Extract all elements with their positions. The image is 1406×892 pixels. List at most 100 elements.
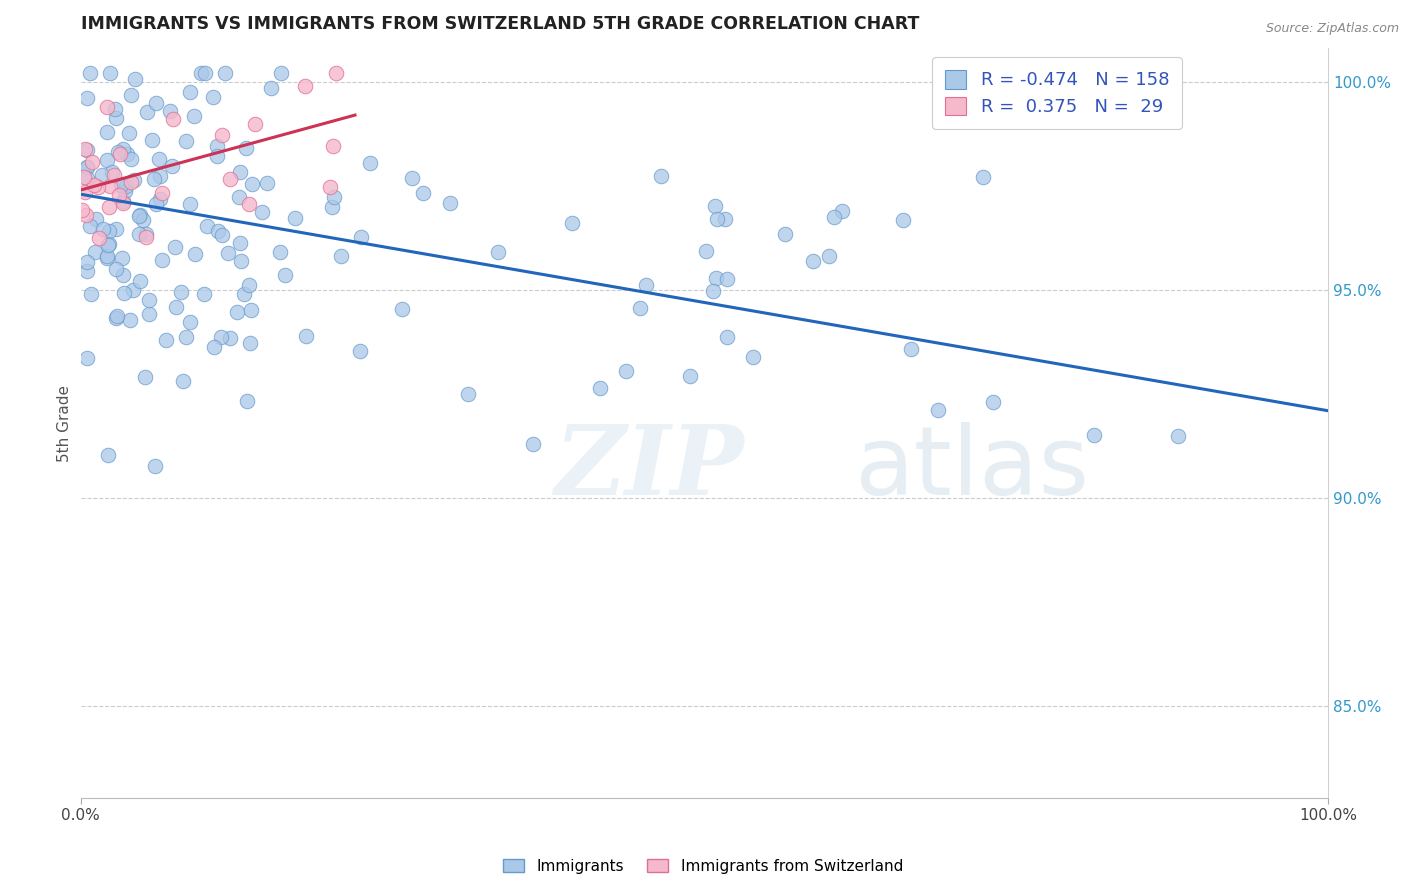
Point bbox=[79, 219, 101, 233]
Point bbox=[294, 79, 316, 94]
Point bbox=[211, 128, 233, 143]
Point bbox=[243, 117, 266, 131]
Point bbox=[927, 403, 949, 417]
Point bbox=[235, 394, 257, 409]
Point bbox=[636, 278, 658, 293]
Point bbox=[83, 178, 105, 193]
Point bbox=[134, 370, 156, 384]
Point bbox=[80, 286, 103, 301]
Point bbox=[238, 197, 260, 211]
Point bbox=[229, 165, 252, 179]
Point bbox=[96, 153, 118, 168]
Point bbox=[159, 104, 181, 119]
Point bbox=[112, 194, 135, 209]
Point bbox=[184, 246, 207, 260]
Point bbox=[704, 270, 727, 285]
Point bbox=[112, 285, 135, 300]
Point bbox=[695, 244, 717, 258]
Point bbox=[75, 142, 97, 156]
Point bbox=[138, 293, 160, 307]
Point bbox=[486, 244, 509, 259]
Point bbox=[87, 231, 110, 245]
Point bbox=[211, 228, 233, 243]
Point bbox=[650, 169, 672, 184]
Point bbox=[176, 329, 198, 343]
Point bbox=[229, 235, 252, 250]
Point bbox=[391, 301, 413, 316]
Text: IMMIGRANTS VS IMMIGRANTS FROM SWITZERLAND 5TH GRADE CORRELATION CHART: IMMIGRANTS VS IMMIGRANTS FROM SWITZERLAN… bbox=[80, 15, 920, 33]
Point bbox=[122, 173, 145, 187]
Point bbox=[120, 152, 142, 166]
Point bbox=[217, 246, 239, 260]
Point bbox=[197, 219, 219, 234]
Point bbox=[270, 66, 292, 80]
Point bbox=[76, 160, 98, 174]
Point bbox=[105, 309, 128, 323]
Point bbox=[190, 66, 212, 80]
Point bbox=[319, 180, 342, 194]
Point bbox=[817, 249, 839, 263]
Point bbox=[166, 300, 188, 314]
Point bbox=[110, 146, 132, 161]
Point bbox=[170, 285, 193, 299]
Point bbox=[98, 66, 121, 80]
Point bbox=[359, 155, 381, 169]
Point bbox=[321, 200, 343, 214]
Point bbox=[803, 253, 825, 268]
Text: atlas: atlas bbox=[853, 422, 1090, 515]
Point bbox=[259, 80, 281, 95]
Point bbox=[148, 153, 170, 167]
Point bbox=[239, 335, 262, 350]
Point bbox=[330, 249, 353, 263]
Point bbox=[91, 168, 114, 182]
Point bbox=[145, 95, 167, 110]
Point bbox=[194, 66, 217, 80]
Point bbox=[120, 313, 142, 327]
Point bbox=[155, 333, 177, 347]
Point bbox=[522, 436, 544, 450]
Point bbox=[101, 165, 124, 179]
Point bbox=[97, 238, 120, 252]
Point bbox=[773, 227, 796, 241]
Point bbox=[76, 160, 98, 174]
Point bbox=[678, 369, 700, 384]
Point bbox=[205, 139, 228, 153]
Point bbox=[149, 192, 172, 206]
Point bbox=[98, 236, 121, 251]
Point bbox=[107, 145, 129, 159]
Point bbox=[207, 148, 229, 162]
Point bbox=[97, 224, 120, 238]
Point bbox=[983, 395, 1005, 409]
Point bbox=[96, 251, 118, 265]
Point bbox=[235, 141, 257, 155]
Point bbox=[129, 274, 152, 288]
Point bbox=[143, 171, 166, 186]
Point bbox=[87, 179, 110, 194]
Point bbox=[114, 184, 136, 198]
Point bbox=[105, 111, 128, 125]
Point bbox=[219, 171, 242, 186]
Point bbox=[128, 210, 150, 224]
Point bbox=[98, 178, 121, 193]
Point bbox=[706, 212, 728, 227]
Point bbox=[91, 222, 114, 236]
Point bbox=[76, 254, 98, 268]
Point bbox=[589, 381, 612, 395]
Point bbox=[256, 176, 278, 190]
Point bbox=[831, 203, 853, 218]
Point bbox=[135, 229, 157, 244]
Point bbox=[97, 200, 120, 214]
Point bbox=[118, 126, 141, 140]
Point bbox=[165, 240, 187, 254]
Point bbox=[179, 197, 201, 211]
Point bbox=[111, 142, 134, 156]
Point bbox=[117, 147, 139, 161]
Point bbox=[561, 216, 583, 230]
Point bbox=[714, 212, 737, 227]
Text: ZIP: ZIP bbox=[554, 421, 744, 516]
Point bbox=[76, 91, 98, 105]
Point bbox=[120, 176, 142, 190]
Point bbox=[132, 213, 155, 227]
Point bbox=[193, 287, 215, 301]
Point bbox=[240, 303, 263, 318]
